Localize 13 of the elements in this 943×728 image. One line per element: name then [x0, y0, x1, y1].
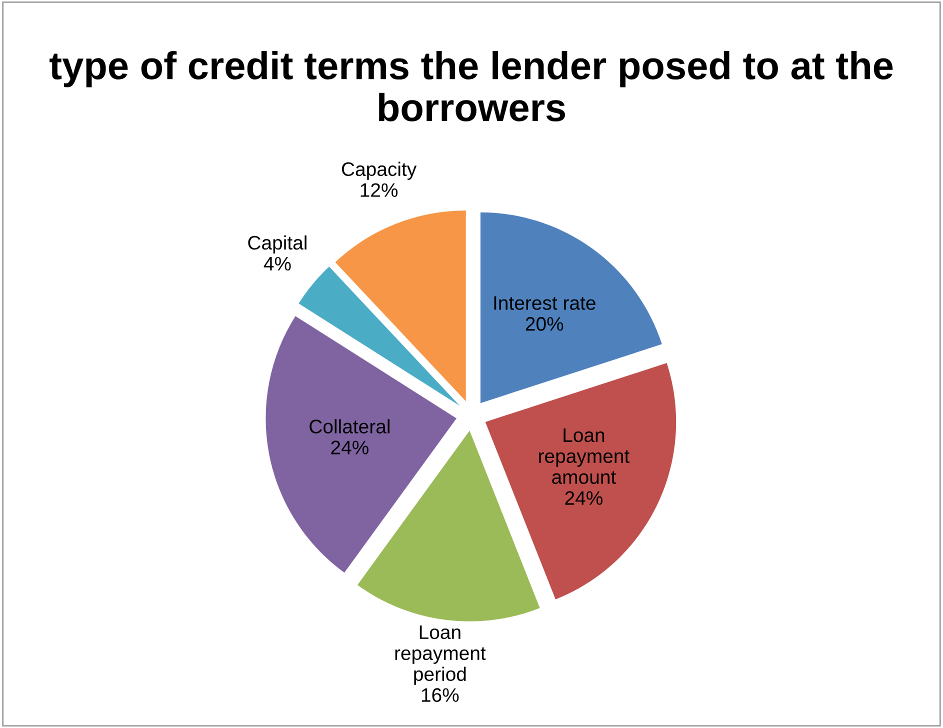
slice-label: Capital — [248, 235, 306, 254]
data-label: 24% — [565, 491, 602, 505]
slice-label: Loan repayment period — [395, 626, 486, 685]
slice-label: Capacity — [342, 162, 417, 180]
slice-label: Loan repayment amount — [539, 428, 630, 484]
data-label: 4% — [264, 256, 291, 271]
slice-label: Interest rate — [494, 296, 596, 310]
data-label: 12% — [360, 183, 398, 197]
data-label: 20% — [526, 317, 564, 331]
slice-label: Collateral — [310, 419, 390, 434]
data-label: 16% — [422, 688, 459, 702]
chart-title: type of credit terms the lender posed to at the borrowers — [50, 50, 893, 122]
data-label: 24% — [331, 440, 368, 454]
